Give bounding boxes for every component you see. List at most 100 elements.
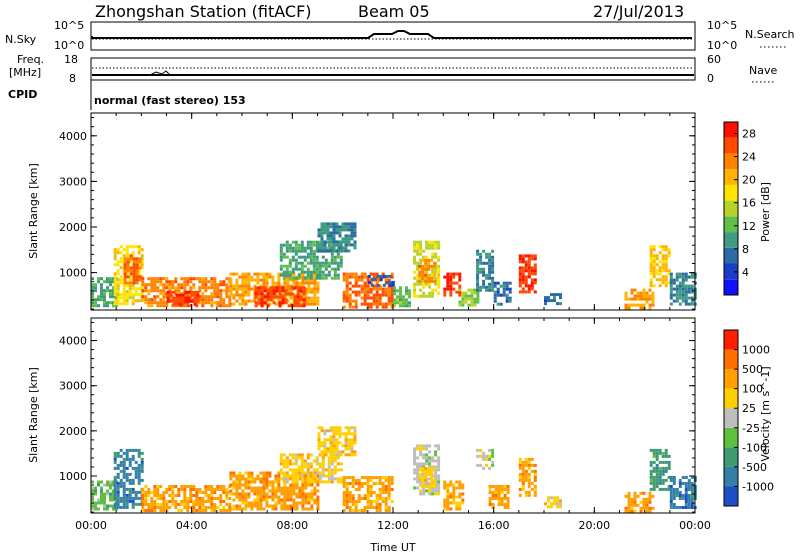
velocity-colorbar-seg-1 — [724, 466, 738, 487]
freq-dip — [149, 70, 171, 76]
power-colorbar-tick-5: 24 — [742, 151, 756, 164]
velocity-colorbar-seg-7 — [724, 349, 738, 370]
power-region-21 — [649, 245, 671, 288]
velocity-region-9 — [443, 480, 465, 511]
velocity-region-4 — [279, 453, 343, 484]
power-region-20 — [624, 288, 655, 310]
velocity-colorbar-seg-2 — [724, 447, 738, 467]
power-region-11 — [393, 286, 411, 308]
power-region-18 — [518, 254, 537, 294]
nsearch-tick-bottom: 10^0 — [707, 39, 737, 52]
power-ytick-label-1: 2000 — [59, 221, 87, 234]
velocity-colorbar-seg-5 — [724, 388, 738, 409]
power-ytick-label-3: 4000 — [59, 130, 87, 143]
velocity-colorbar-tick-3: 25 — [742, 402, 756, 415]
power-region-10 — [367, 274, 395, 287]
velocity-region-1 — [113, 448, 144, 509]
velocity-colorbar-seg-0 — [724, 486, 738, 506]
velocity-panel: 1000 2000 3000 4000 00:00 04:00 08:00 12:00 16:… — [27, 317, 774, 554]
freq-label: Freq. — [17, 53, 44, 66]
velocity-xtick-label-6: 00:00 — [679, 519, 711, 532]
power-colorbar-label: Power [dB] — [759, 182, 772, 242]
power-region-1 — [113, 245, 144, 306]
freq-tick-bottom: 8 — [69, 72, 76, 85]
power-colorbar-seg-8 — [724, 153, 738, 170]
velocity-region-6 — [342, 476, 394, 512]
power-region-15 — [458, 288, 480, 307]
velocity-colorbar-tick-7: -1000 — [742, 480, 774, 493]
velocity-region-11 — [488, 485, 510, 509]
freq-tick-top: 18 — [64, 53, 78, 66]
power-colorbar-tick-1: 8 — [742, 243, 749, 256]
nsky-label: N.Sky — [5, 33, 37, 46]
velocity-region-15 — [649, 448, 671, 491]
power-region-17 — [493, 281, 512, 306]
velocity-colorbar-seg-6 — [724, 369, 738, 389]
power-region-19 — [544, 293, 562, 306]
velocity-xtick-label-4: 16:00 — [478, 519, 510, 532]
power-colorbar-seg-2 — [724, 247, 738, 264]
cpid-label: CPID — [8, 88, 37, 101]
power-colorbar-tick-6: 28 — [742, 128, 756, 141]
velocity-region-3 — [229, 471, 320, 511]
nsky-series-line — [91, 30, 692, 39]
power-colorbar-seg-10 — [724, 122, 738, 138]
velocity-colorbar-label: Velocity [m s^-1] — [759, 366, 772, 461]
power-colorbar-tick-3: 16 — [742, 197, 756, 210]
velocity-colorbar-tick-0: 1000 — [742, 344, 770, 357]
nsky-tick-top: 10^5 — [54, 19, 84, 32]
power-region-14 — [443, 272, 462, 297]
power-colorbar-seg-0 — [724, 279, 738, 295]
power-colorbar-tick-2: 12 — [742, 220, 756, 233]
velocity-xtick-label-2: 08:00 — [276, 519, 308, 532]
nave-tick-top: 60 — [707, 53, 721, 66]
velocity-xtick-label-1: 04:00 — [176, 519, 208, 532]
velocity-region-16 — [669, 476, 697, 509]
velocity-region-10 — [476, 448, 495, 470]
power-region-8 — [317, 222, 357, 253]
velocity-colorbar-tick-2: 100 — [742, 383, 763, 396]
power-region-16 — [476, 249, 495, 292]
velocity-colorbar-tick-5: -100 — [742, 441, 767, 454]
power-region-2 — [123, 254, 142, 285]
freq-unit: [MHz] — [9, 66, 41, 79]
velocity-ytick-label-0: 1000 — [59, 470, 87, 483]
power-region-13 — [418, 258, 437, 283]
velocity-region-5 — [317, 426, 357, 457]
freq-panel: Freq. [MHz] 18 8 60 0 Nave — [9, 53, 777, 85]
velocity-xtick-label-3: 12:00 — [377, 519, 409, 532]
beam-label: Beam 05 — [358, 2, 430, 21]
power-colorbar-seg-5 — [724, 200, 738, 217]
power-colorbar-seg-9 — [724, 137, 738, 154]
velocity-colorbar-tick-1: 500 — [742, 363, 763, 376]
power-ylabel: Slant Range [km] — [27, 163, 40, 259]
power-colorbar-tick-4: 20 — [742, 174, 756, 187]
power-region-22 — [669, 272, 697, 306]
velocity-colorbar-seg-3 — [724, 427, 738, 448]
date-label: 27/Jul/2013 — [593, 2, 684, 21]
velocity-colorbar-seg-4 — [724, 408, 738, 428]
cpid-text: normal (fast stereo) 153 — [94, 94, 246, 107]
nave-label: Nave — [749, 64, 777, 77]
velocity-xtick-label-5: 20:00 — [578, 519, 610, 532]
velocity-colorbar-seg-8 — [724, 330, 738, 350]
velocity-colorbar-tick-4: -25 — [742, 422, 760, 435]
power-region-6 — [254, 286, 306, 308]
velocity-ylabel: Slant Range [km] — [27, 367, 40, 463]
power-colorbar-seg-1 — [724, 263, 738, 280]
velocity-region-8 — [418, 467, 437, 488]
velocity-region-2 — [141, 485, 232, 512]
station-title: Zhongshan Station (fitACF) — [95, 2, 312, 21]
power-region-9 — [342, 272, 394, 309]
power-colorbar-seg-4 — [724, 216, 738, 233]
velocity-ytick-label-3: 4000 — [59, 335, 87, 348]
velocity-colorbar-tick-6: -500 — [742, 461, 767, 474]
velocity-ytick-label-2: 3000 — [59, 380, 87, 393]
x-axis-title: Time UT — [369, 541, 415, 554]
power-ytick-label-2: 3000 — [59, 175, 87, 188]
nsky-panel: N.Sky 10^5 10^0 10^5 10^0 N.Search — [5, 19, 795, 52]
power-colorbar-seg-3 — [724, 232, 738, 248]
velocity-region-14 — [624, 491, 655, 513]
nave-tick-bottom: 0 — [707, 72, 714, 85]
power-panel: 1000 2000 3000 4000 Slant Range [km] 4 8 12 16… — [27, 112, 772, 311]
